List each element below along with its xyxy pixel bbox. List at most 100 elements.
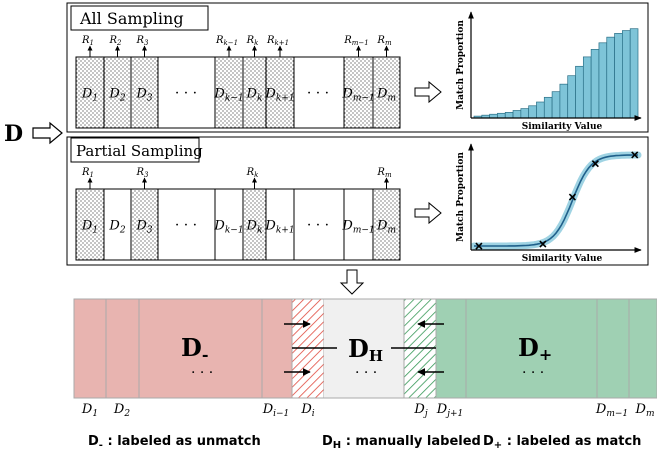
- y-axis-label: Match Proportion: [456, 152, 466, 242]
- bar-block-label: Di: [300, 402, 314, 419]
- block-ellipsis: · · ·: [307, 86, 329, 102]
- x-axis-label: Similarity Value: [522, 122, 603, 132]
- block-ellipsis: · · ·: [307, 218, 329, 234]
- block-label: D3: [135, 87, 152, 104]
- sample-label: Rm: [376, 35, 392, 47]
- block-label: D1: [81, 87, 98, 104]
- data-block: [75, 188, 105, 261]
- bar-block-label: Dj+1: [436, 402, 464, 419]
- sample-label: Rk+1: [266, 35, 289, 47]
- bar-block-label: Dm−1: [595, 402, 628, 419]
- labeling-bar: D- · · · DH · · · D+ · · ·: [73, 298, 657, 399]
- chart-bar: [528, 105, 537, 119]
- sample-label: Rm: [376, 167, 392, 179]
- all-sampling-chart: Similarity Value Match Proportion: [456, 11, 642, 132]
- source-arrow-icon: [32, 121, 63, 145]
- partial-sampling-title: Partial Sampling: [76, 142, 203, 160]
- data-block: [214, 56, 244, 129]
- block-label: Dk: [246, 87, 263, 104]
- all-sampling-panel: All Sampling D1 R1 D2 R2 D3 R3 Dk−1 Rk−1 Dk Rk Dk+…: [66, 2, 649, 133]
- data-block: [372, 188, 401, 261]
- chart-bar: [629, 28, 639, 119]
- bar-block-label: D2: [113, 402, 130, 419]
- chart-bar: [504, 112, 514, 119]
- d-plus-label: D+: [518, 333, 552, 364]
- chart-bar: [520, 108, 530, 119]
- y-axis-label: Match Proportion: [456, 20, 466, 110]
- all-sampling-chart-arrow-icon: [414, 80, 442, 104]
- sample-label: Rm−1: [343, 35, 369, 47]
- sample-label: R1: [81, 167, 94, 179]
- down-arrow-icon: [339, 269, 365, 295]
- bar-block-label: Dj: [413, 402, 427, 419]
- block-label: Dk+1: [264, 219, 294, 236]
- chart-bar: [582, 56, 592, 119]
- fitted-curve: [474, 154, 638, 247]
- legend: D- : labeled as unmatch DH : manually la…: [88, 434, 641, 451]
- block-label: Dm: [376, 87, 396, 104]
- chart-bar: [622, 30, 631, 119]
- block-label: Dk: [246, 219, 263, 236]
- legend-manual: DH : manually labeled: [322, 434, 481, 451]
- bar-block-label: Dm: [635, 402, 655, 419]
- x-axis-label: Similarity Value: [522, 254, 603, 264]
- d-minus-ellipsis: · · ·: [191, 365, 213, 381]
- sample-label: Rk: [246, 35, 259, 47]
- d-h-ellipsis: · · ·: [355, 365, 377, 381]
- block-label: D2: [108, 87, 125, 104]
- sample-label: Rk−1: [215, 35, 238, 47]
- chart-bar: [512, 110, 522, 119]
- block-label: Dk−1: [213, 87, 243, 104]
- chart-bar: [606, 36, 615, 119]
- data-block: [103, 188, 132, 261]
- partial-sampling-title-box: [70, 137, 200, 163]
- block-label: D3: [135, 219, 152, 236]
- sample-label: R3: [136, 35, 150, 47]
- d-plus-ellipsis: · · ·: [522, 365, 544, 381]
- partial-sampling-chart: Similarity Value Match Proportion: [456, 143, 642, 264]
- sample-label: R2: [109, 35, 123, 47]
- chart-bar: [559, 83, 569, 119]
- chart-bar: [575, 65, 584, 119]
- chart-bar: [551, 91, 561, 119]
- bar-block-label: Di−1: [262, 402, 290, 419]
- sample-point-marker: [631, 151, 639, 159]
- chart-bar: [590, 49, 600, 119]
- legend-match: D+ : labeled as match: [483, 434, 641, 451]
- sample-point-marker: [591, 160, 599, 168]
- block-ellipsis: · · ·: [175, 86, 197, 102]
- sample-label: R1: [81, 35, 94, 47]
- block-label: Dm−1: [341, 219, 374, 236]
- block-label: D1: [81, 219, 98, 236]
- bar-block-label: D1: [81, 402, 98, 419]
- sample-point-marker: [539, 240, 547, 248]
- source-label: D: [4, 121, 23, 147]
- block-label: D2: [108, 219, 125, 236]
- sample-point-marker: [568, 193, 576, 201]
- data-block: [343, 188, 374, 261]
- block-label: Dm: [376, 219, 396, 236]
- sample-point-marker: [475, 242, 483, 250]
- bottom-axis-labels: D1 D2 Di−1 Di Dj Dj+1 Dm−1 Dm: [81, 402, 655, 419]
- all-sampling-title: All Sampling: [79, 9, 184, 28]
- partial-sampling-chart-arrow-icon: [414, 201, 442, 225]
- d-minus-label: D-: [181, 333, 208, 364]
- chart-bar: [598, 42, 608, 119]
- chart-bar: [536, 101, 545, 119]
- block-label: Dk+1: [264, 87, 294, 104]
- block-label: Dk−1: [213, 219, 243, 236]
- legend-unmatch: D- : labeled as unmatch: [88, 434, 261, 451]
- all-sampling-blocks: D1 R1 D2 R2 D3 R3 Dk−1 Rk−1 Dk Rk Dk+1 Rk+1 Dm−1 Rm−1…: [75, 35, 401, 129]
- chart-bar: [543, 96, 553, 119]
- block-ellipsis: · · ·: [175, 218, 197, 234]
- d-h-label: DH: [348, 334, 383, 365]
- data-block: [265, 188, 295, 261]
- sample-label: R3: [136, 167, 150, 179]
- chart-bar: [614, 33, 623, 119]
- chart-bar: [497, 112, 506, 119]
- block-label: Dm−1: [341, 87, 374, 104]
- sample-label: Rk: [246, 167, 259, 179]
- partial-sampling-blocks: D1 R1 D2 D3 R3 Dk−1 Dk Rk Dk+1 Dm−1 Dm Rm · · · · · ·: [75, 167, 401, 261]
